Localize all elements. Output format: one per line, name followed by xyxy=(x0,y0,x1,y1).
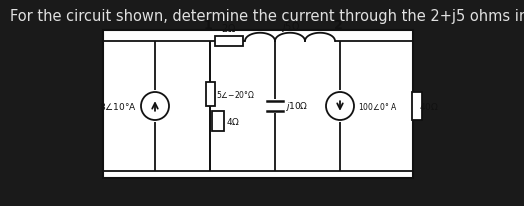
Text: $2\Omega$: $2\Omega$ xyxy=(222,22,236,34)
Text: $j10\Omega$: $j10\Omega$ xyxy=(285,99,309,112)
Text: $4\Omega$: $4\Omega$ xyxy=(226,116,240,126)
Circle shape xyxy=(326,92,354,120)
Bar xyxy=(212,111,224,131)
Text: 2: 2 xyxy=(334,19,342,32)
Text: $8\angle10°$A: $8\angle10°$A xyxy=(99,101,137,111)
Bar xyxy=(103,30,413,178)
Circle shape xyxy=(141,92,169,120)
Text: $j5\Omega$: $j5\Omega$ xyxy=(280,20,300,34)
Bar xyxy=(205,82,214,106)
Bar xyxy=(412,92,422,120)
Text: $5\angle{-20°}\Omega$: $5\angle{-20°}\Omega$ xyxy=(216,89,255,99)
Text: $100\angle0°$ A: $100\angle0°$ A xyxy=(358,101,398,111)
Text: For the circuit shown, determine the current through the 2+j5 ohms impedance.: For the circuit shown, determine the cur… xyxy=(10,9,524,24)
Bar xyxy=(215,36,243,46)
Text: $40\Omega$: $40\Omega$ xyxy=(419,101,439,111)
Text: 1: 1 xyxy=(204,19,212,32)
